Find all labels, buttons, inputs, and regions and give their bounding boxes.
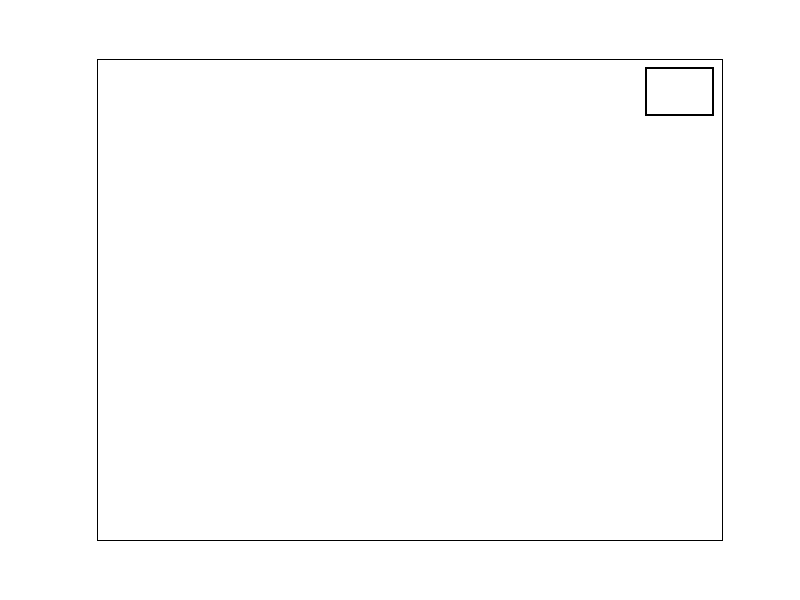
legend-entry-tp [654, 74, 712, 93]
legend-entry-fp [654, 93, 712, 112]
bar-edges-layer [98, 60, 722, 540]
legend [645, 67, 714, 116]
grid-layer [98, 60, 722, 540]
annotations-layer [98, 60, 722, 540]
legend-swatch-tp-icon [654, 78, 681, 89]
legend-swatch-fp-icon [654, 97, 681, 108]
bars-layer [98, 60, 722, 540]
plot-area [97, 59, 723, 541]
